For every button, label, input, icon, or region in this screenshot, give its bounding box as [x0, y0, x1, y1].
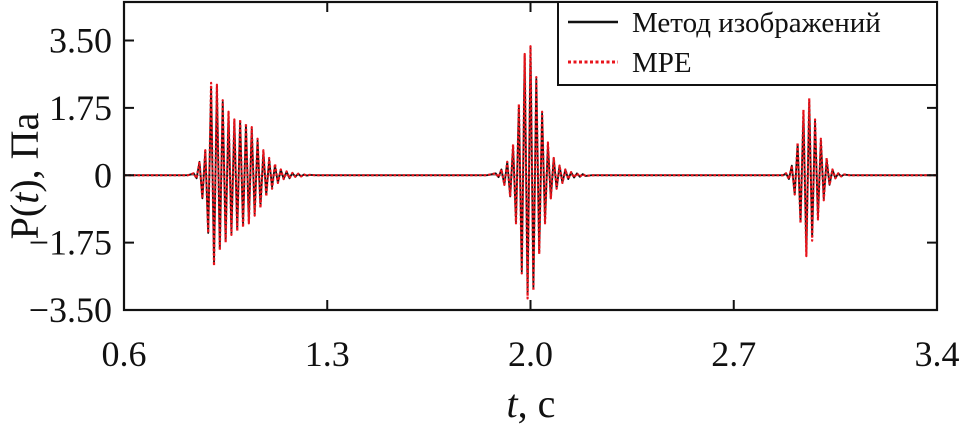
x-tick-label: 1.3 — [305, 334, 350, 374]
y-axis-label-prefix: P( — [2, 204, 47, 240]
legend-label-mpe: MPE — [632, 47, 692, 79]
y-axis-label: P(t), Па — [2, 112, 47, 239]
x-tick-label: 2.7 — [711, 334, 756, 374]
x-axis-label: t, с — [507, 381, 556, 426]
y-axis-label-var: t — [2, 192, 47, 204]
legend-label-image-method: Метод изображений — [632, 7, 881, 39]
y-tick-label: 0 — [94, 155, 112, 195]
legend: Метод изображений MPE — [557, 1, 938, 86]
x-tick-label: 2.0 — [508, 334, 553, 374]
y-axis: 3.50 1.75 0 −1.75 −3.50 — [29, 21, 937, 330]
y-tick-label: 1.75 — [49, 88, 112, 128]
series-line-mpe — [124, 45, 937, 300]
legend-box — [557, 1, 938, 86]
y-tick-label: 3.50 — [49, 21, 112, 61]
x-tick-label: 0.6 — [102, 334, 147, 374]
y-tick-label: −1.75 — [29, 223, 112, 263]
series-layer — [124, 45, 937, 300]
x-axis-label-var: t — [507, 381, 519, 426]
y-axis-label-unit: ), Па — [2, 112, 47, 192]
y-tick-label: −3.50 — [29, 290, 112, 330]
x-axis-label-unit: , с — [518, 381, 556, 426]
x-tick-label: 3.4 — [915, 334, 960, 374]
x-axis: 0.6 1.3 2.0 2.7 3.4 — [102, 2, 960, 374]
